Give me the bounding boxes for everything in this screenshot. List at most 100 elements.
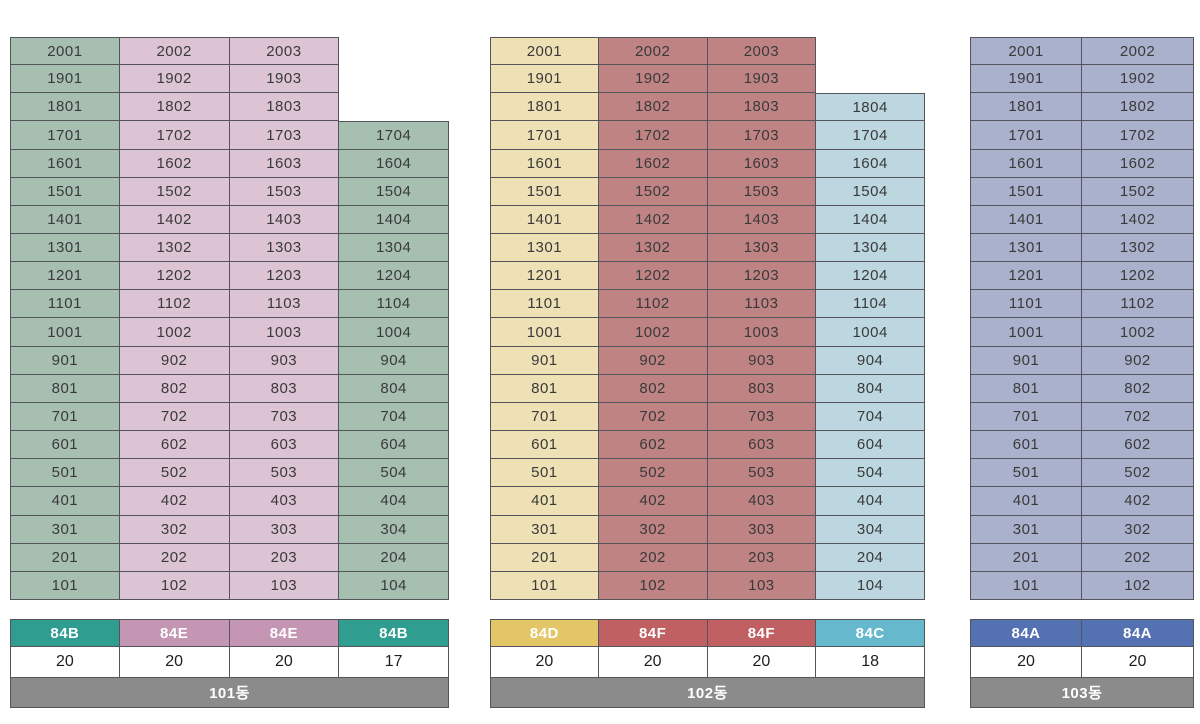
count-cell: 20 [597,646,708,678]
unit-cell: 804 [338,373,449,403]
unit-cell: 1004 [338,317,449,347]
type-cell: 84A [1081,619,1194,647]
building-101: 2001 1901 1801 1701 1601 1501 1401 1301 1201 1101… [10,37,449,708]
type-cell: 84E [118,619,230,647]
unit-cell: 202 [1081,542,1194,572]
unit-grid-102: 2001 1901 1801 1701 1601 1501 1401 1301 1201 1101… [490,37,925,600]
unit-cell: 1204 [815,261,925,291]
unit-cell: 802 [118,373,230,403]
unit-cell: 1702 [597,120,708,150]
unit-cell: 1302 [1081,233,1194,263]
unit-cell: 403 [706,486,817,516]
unit-cell: 1204 [338,261,449,291]
unit-cell: 802 [597,373,708,403]
unit-cell: 1504 [815,176,925,206]
unit-cell: 203 [228,542,340,572]
unit-cell: 1503 [706,176,817,206]
unit-cell: 401 [970,486,1082,516]
unit-cell: 1002 [597,317,708,347]
unit-cell: 1901 [970,64,1082,94]
unit-cell: 903 [228,345,340,375]
unit-cell: 901 [490,345,599,375]
unit-cell: 702 [1081,401,1194,432]
unit-cell: 1902 [1081,64,1194,94]
unit-cell: 803 [228,373,340,403]
building-102-footer-label: 102동 [490,677,925,708]
unit-cell: 404 [815,486,925,516]
unit-cell: 1001 [10,317,120,347]
unit-cell: 501 [10,458,120,488]
unit-cell: 1103 [706,289,817,319]
unit-cell: 1303 [228,233,340,263]
unit-cell: 701 [970,401,1082,432]
unit-cell: 401 [490,486,599,516]
unit-cell: 1504 [338,176,449,206]
unit-cell: 401 [10,486,120,516]
unit-cell: 1202 [118,261,230,291]
unit-cell: 2001 [970,37,1082,66]
unit-cell: 501 [490,458,599,488]
unit-cell: 901 [970,345,1082,375]
unit-cell: 502 [597,458,708,488]
unit-cell: 1501 [490,176,599,206]
unit-cell: 1803 [228,92,340,122]
unit-cell: 602 [1081,430,1194,460]
unit-cell: 102 [1081,570,1194,600]
unit-cell: 603 [706,430,817,460]
building-103: 2001 1901 1801 1701 1601 1501 1401 1301 1201 1101… [970,37,1194,708]
count-row-102: 20 20 20 18 [490,646,925,678]
unit-cell: 1502 [597,176,708,206]
unit-cell: 1803 [706,92,817,122]
count-cell: 17 [338,646,449,678]
unit-cell: 402 [1081,486,1194,516]
unit-cell: 1104 [815,289,925,319]
unit-cell: 304 [338,514,449,544]
unit-cell: 101 [970,570,1082,600]
unit-cell: 804 [815,373,925,403]
unit-cell: 1302 [597,233,708,263]
unit-cell: 1301 [970,233,1082,263]
unit-cell: 902 [118,345,230,375]
unit-cell: 1003 [228,317,340,347]
unit-cell: 2002 [118,37,230,66]
unit-cell: 901 [10,345,120,375]
unit-cell: 1402 [597,204,708,235]
unit-cell: 1202 [1081,261,1194,291]
unit-cell: 602 [118,430,230,460]
unit-cell: 1501 [970,176,1082,206]
unit-cell: 1701 [490,120,599,150]
unit-cell: 2002 [1081,37,1194,66]
unit-cell: 604 [338,430,449,460]
unit-cell: 1902 [597,64,708,94]
unit-cell: 1901 [490,64,599,94]
building-102: 2001 1901 1801 1701 1601 1501 1401 1301 1201 1101… [490,37,925,708]
unit-cell: 904 [338,345,449,375]
type-cell: 84B [338,619,449,647]
unit-cell: 1401 [10,204,120,235]
unit-cell: 1903 [706,64,817,94]
type-cell: 84D [490,619,599,647]
unit-cell: 1102 [1081,289,1194,319]
unit-cell: 402 [597,486,708,516]
unit-cell: 1802 [1081,92,1194,122]
unit-cell: 1702 [118,120,230,150]
unit-cell: 1802 [118,92,230,122]
unit-cell: 303 [706,514,817,544]
unit-cell: 1201 [490,261,599,291]
type-row-103: 84A 84A [970,619,1194,647]
unit-cell: 1203 [706,261,817,291]
unit-cell: 2001 [10,37,120,66]
unit-cell: 304 [815,514,925,544]
unit-cell: 1602 [118,148,230,178]
type-cell: 84A [970,619,1082,647]
unit-cell: 101 [490,570,599,600]
unit-cell: 1801 [10,92,120,122]
type-cell: 84C [815,619,925,647]
unit-cell: 1603 [228,148,340,178]
unit-cell: 2003 [706,37,817,66]
unit-cell: 1201 [970,261,1082,291]
unit-cell: 2001 [490,37,599,66]
unit-cell: 502 [118,458,230,488]
unit-cell: 204 [338,542,449,572]
